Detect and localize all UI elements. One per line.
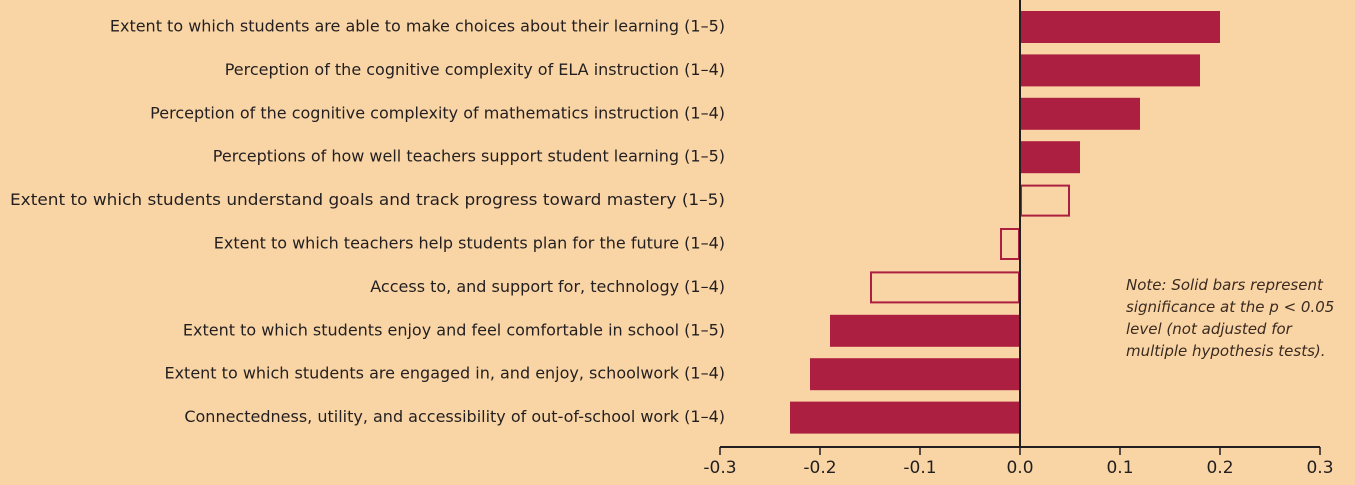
x-tick-label: 0.3 [1306,458,1333,478]
category-label: Connectedness, utility, and accessibilit… [184,407,725,426]
bar [810,358,1020,391]
bar [870,271,1020,304]
category-label: Extent to which teachers help students p… [214,234,725,253]
x-tick-label: 0.2 [1206,458,1233,478]
x-tick-label: -0.2 [803,458,836,478]
bar [1020,54,1200,87]
bar [1020,97,1140,130]
category-label: Extent to which students are able to mak… [110,17,725,36]
category-label: Extent to which students are engaged in,… [164,364,725,383]
x-tick-label: 0.1 [1106,458,1133,478]
bar [1020,184,1070,217]
category-label: Perception of the cognitive complexity o… [150,103,725,122]
x-tick-label: -0.3 [703,458,736,478]
bar [790,401,1020,434]
bar [1000,228,1020,260]
category-label: Access to, and support for, technology (… [370,277,725,296]
bar [830,314,1020,347]
category-label: Perception of the cognitive complexity o… [225,60,725,79]
x-tick-label: 0.0 [1006,458,1033,478]
category-label: Extent to which students enjoy and feel … [183,320,725,339]
x-tick-label: -0.1 [903,458,936,478]
category-label: Extent to which students understand goal… [10,190,725,209]
annotation: Note: Solid bars represent significance … [1126,276,1335,360]
category-label: Perceptions of how well teachers support… [213,147,725,166]
bar [1020,11,1220,43]
bar [1020,141,1080,174]
